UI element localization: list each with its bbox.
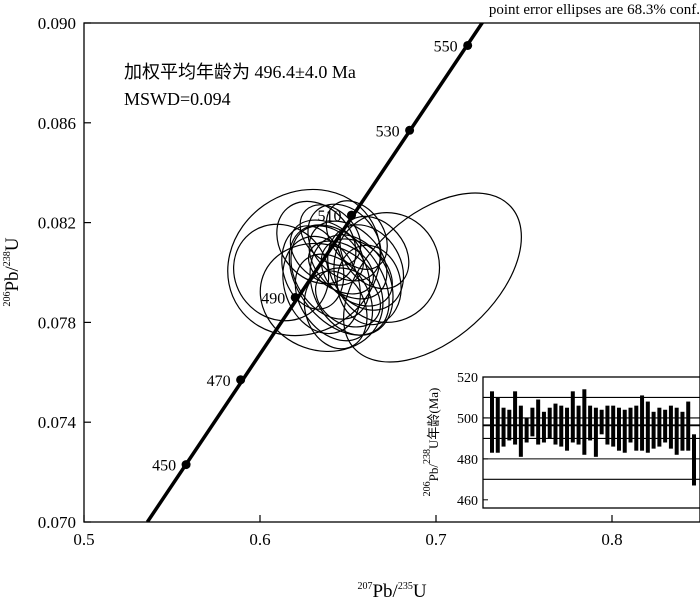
age-marker-label: 530 — [376, 123, 400, 140]
age-marker-label: 550 — [434, 38, 458, 55]
y-axis-title: 206Pb/238U — [2, 237, 23, 306]
age-error-bar — [576, 405, 581, 445]
age-error-bar — [536, 399, 541, 445]
error-ellipse — [333, 212, 441, 324]
age-marker — [181, 460, 191, 470]
x-tick-label: 0.6 — [249, 530, 270, 549]
inset-y-axis-title: 206Pb/238U年龄(Ma) — [422, 388, 441, 497]
age-error-bar — [547, 407, 552, 439]
y-tick-label: 0.078 — [38, 313, 76, 332]
x-tick-label: 0.8 — [601, 530, 622, 549]
concordia-chart: 0.5 0.6 0.7 0.8 0.070 0.074 0.078 0.082 0.086 0.0… — [2, 14, 700, 602]
age-inset-chart: 460 480 500 520 206Pb/238U年龄(Ma) — [422, 371, 700, 509]
error-ellipse — [281, 225, 345, 310]
age-error-bar — [686, 401, 691, 451]
age-error-bar — [657, 407, 662, 447]
y-tick-label: 0.082 — [38, 214, 76, 233]
age-error-bar — [490, 391, 494, 453]
inset-y-tick-label: 460 — [457, 494, 478, 509]
error-ellipse — [227, 188, 381, 337]
age-error-bar — [640, 395, 645, 451]
age-error-bar — [628, 407, 633, 443]
error-ellipse — [259, 242, 384, 353]
age-error-bar — [513, 391, 518, 445]
y-tick-label: 0.070 — [38, 513, 76, 532]
age-error-bar — [582, 389, 587, 455]
mswd-annotation: MSWD=0.094 — [124, 89, 231, 109]
concordia-curve — [145, 23, 485, 522]
age-error-bar — [622, 409, 627, 453]
age-marker-label: 490 — [261, 290, 285, 307]
age-error-bar — [570, 391, 575, 443]
y-tick-label: 0.090 — [38, 14, 76, 33]
age-marker-label: 470 — [207, 373, 231, 390]
error-ellipse — [308, 220, 388, 300]
age-error-bar — [680, 411, 685, 451]
age-error-bar — [518, 405, 523, 457]
age-error-bar — [668, 405, 673, 449]
y-tick-label: 0.086 — [38, 114, 76, 133]
age-marker-label: 450 — [152, 458, 176, 475]
age-error-bar — [599, 409, 604, 435]
age-error-bar — [541, 411, 546, 443]
age-error-bar — [501, 407, 506, 447]
y-tick-label: 0.074 — [38, 413, 77, 432]
age-error-bar — [616, 407, 621, 451]
inset-y-tick-label: 500 — [457, 412, 478, 427]
age-error-bar — [565, 407, 570, 451]
age-error-bar — [530, 407, 535, 437]
age-error-bar — [559, 405, 564, 447]
x-axis-title: 207Pb/235U — [357, 581, 426, 602]
age-error-bar — [605, 405, 610, 445]
age-marker — [290, 292, 300, 302]
age-error-bar — [524, 417, 529, 443]
age-marker — [463, 40, 473, 50]
age-error-bar — [663, 409, 668, 443]
age-error-bar — [507, 409, 512, 441]
age-error-bar — [588, 405, 593, 441]
inset-y-tick-label: 480 — [457, 453, 478, 468]
age-marker-label: 510 — [318, 208, 342, 225]
age-error-bar — [651, 411, 656, 449]
age-error-bar — [674, 407, 679, 455]
error-ellipse — [336, 244, 402, 326]
age-marker — [405, 125, 415, 135]
age-error-bar — [634, 405, 639, 451]
age-error-bar — [495, 397, 500, 453]
error-ellipse — [276, 200, 357, 285]
age-error-bar — [645, 401, 650, 453]
error-ellipse — [342, 192, 522, 363]
age-error-bar — [553, 403, 558, 445]
age-error-bar — [593, 407, 598, 457]
weighted-mean-annotation: 加权平均年龄为 496.4±4.0 Ma — [124, 62, 356, 82]
age-marker — [347, 210, 357, 220]
error-ellipse — [325, 200, 388, 270]
confidence-note: point error ellipses are 68.3% conf. — [489, 2, 700, 18]
plot-frame — [83, 22, 700, 523]
age-error-bar — [692, 434, 696, 486]
x-tick-label: 0.5 — [73, 530, 94, 549]
error-ellipse — [233, 223, 330, 322]
age-error-bar — [611, 405, 616, 447]
x-tick-label: 0.7 — [425, 530, 447, 549]
inset-y-tick-label: 520 — [457, 371, 478, 386]
error-ellipse — [315, 267, 381, 328]
age-marker — [236, 375, 246, 385]
